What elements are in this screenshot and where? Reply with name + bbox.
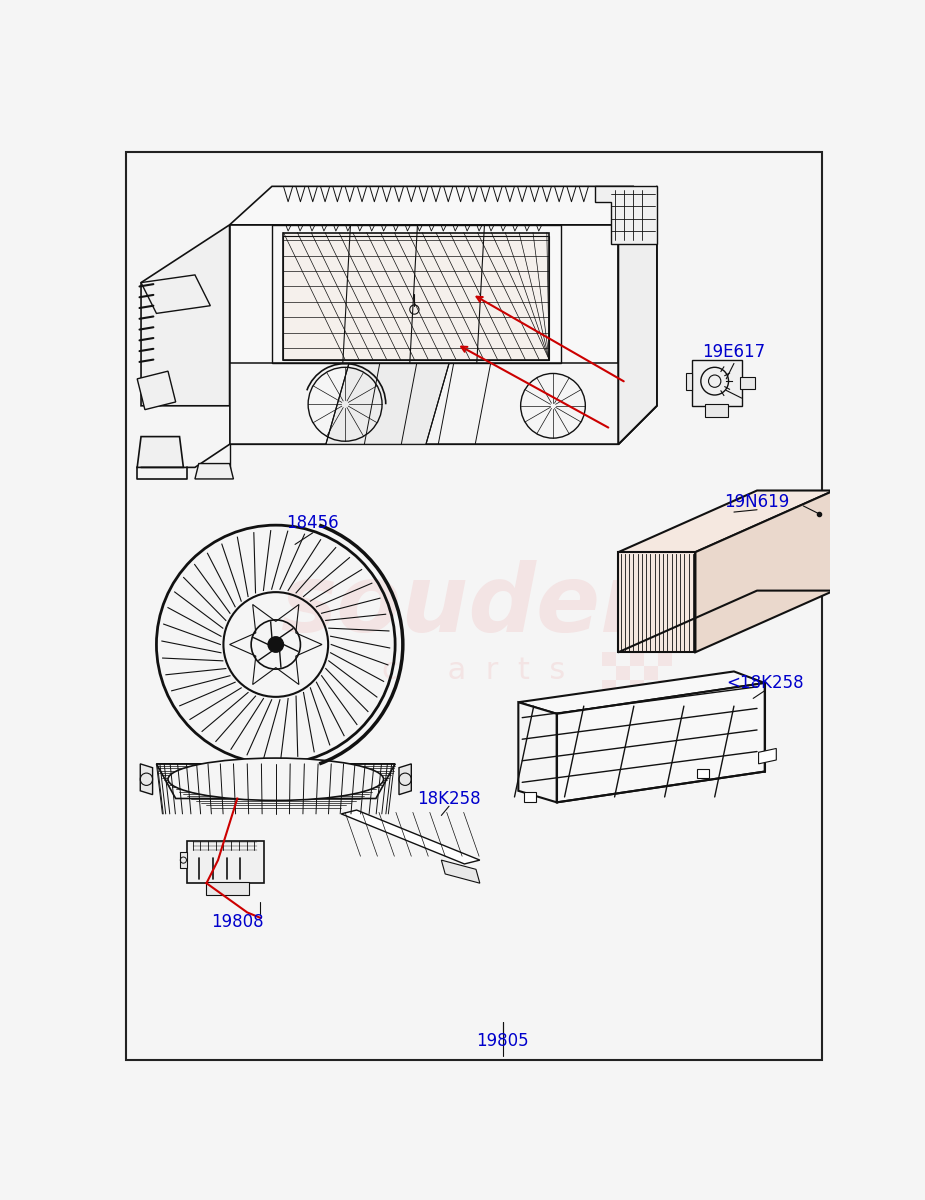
Text: 19E617: 19E617 [702, 343, 766, 361]
Polygon shape [283, 233, 549, 360]
Polygon shape [692, 360, 742, 406]
Bar [630, 680, 644, 694]
Polygon shape [740, 377, 756, 389]
Bar [602, 653, 616, 666]
Polygon shape [619, 186, 657, 444]
Polygon shape [619, 552, 696, 653]
Polygon shape [619, 491, 834, 552]
Polygon shape [518, 702, 557, 803]
Bar [602, 680, 616, 694]
Polygon shape [195, 463, 233, 479]
Text: 19N619: 19N619 [724, 493, 790, 511]
Polygon shape [399, 764, 412, 794]
Polygon shape [141, 275, 210, 313]
Text: c     a  r  t  s: c a r t s [382, 656, 566, 685]
Polygon shape [341, 810, 480, 864]
Polygon shape [326, 364, 449, 444]
Text: 18K258: 18K258 [417, 790, 481, 808]
Ellipse shape [168, 758, 384, 800]
Polygon shape [557, 683, 765, 803]
Polygon shape [705, 404, 728, 418]
Polygon shape [206, 882, 249, 895]
Polygon shape [696, 491, 834, 653]
Polygon shape [518, 672, 765, 714]
Bar [630, 653, 644, 666]
Text: <18K258: <18K258 [726, 674, 804, 692]
Polygon shape [524, 792, 536, 802]
Polygon shape [229, 224, 619, 444]
Bar [616, 694, 630, 708]
Polygon shape [697, 769, 709, 779]
Polygon shape [187, 841, 265, 883]
Polygon shape [156, 764, 395, 798]
Text: souden: souden [280, 560, 668, 652]
Text: 19805: 19805 [476, 1032, 529, 1050]
Text: 18456: 18456 [287, 514, 339, 532]
Polygon shape [758, 749, 776, 764]
Polygon shape [596, 186, 657, 244]
Polygon shape [686, 373, 692, 390]
Circle shape [268, 637, 283, 653]
Polygon shape [229, 364, 619, 444]
Polygon shape [137, 371, 176, 409]
Polygon shape [229, 186, 634, 224]
Bar [616, 666, 630, 680]
Text: 19808: 19808 [211, 913, 264, 931]
Polygon shape [137, 437, 183, 468]
Polygon shape [141, 764, 153, 794]
Bar [644, 694, 658, 708]
Polygon shape [179, 852, 187, 868]
Polygon shape [441, 860, 480, 883]
Bar [658, 680, 672, 694]
Bar [644, 666, 658, 680]
Bar [658, 653, 672, 666]
Polygon shape [141, 224, 229, 406]
